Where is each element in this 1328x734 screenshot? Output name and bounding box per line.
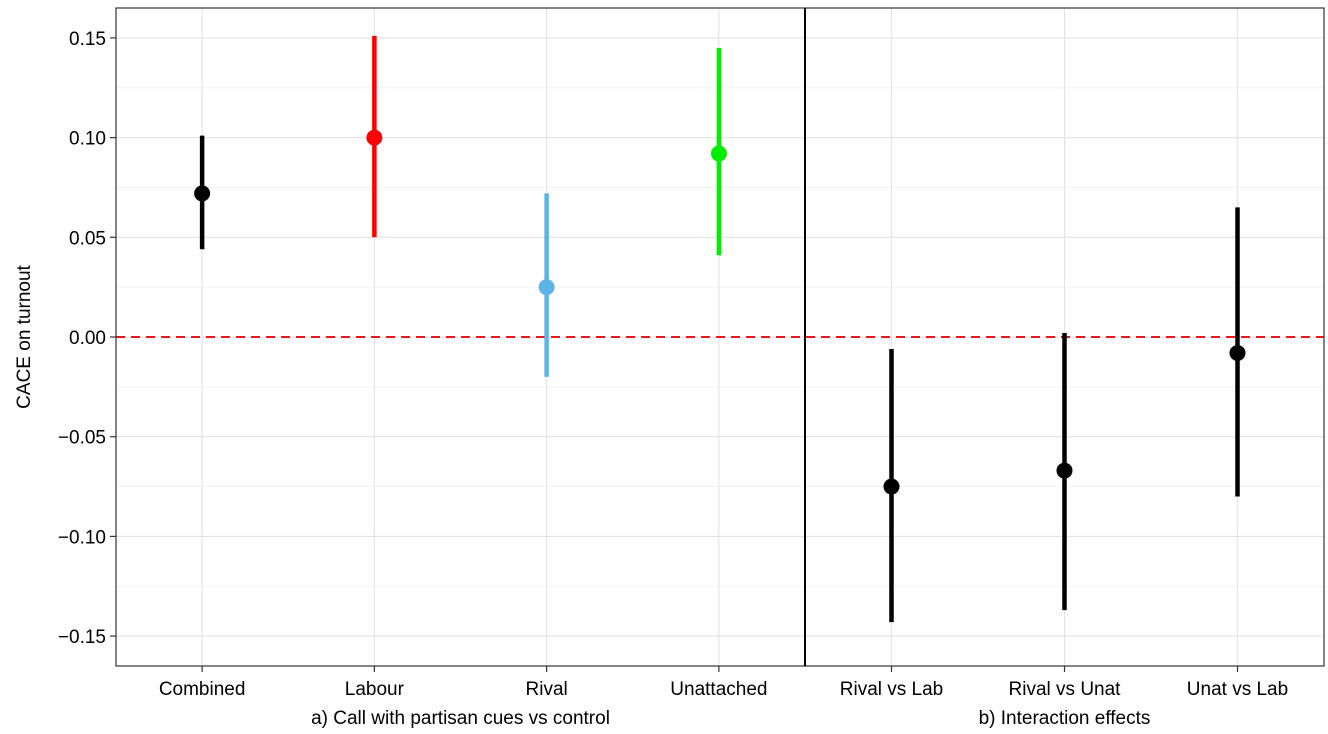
point-ranges [194,35,1246,623]
estimate-point [366,129,383,146]
axes: 0.15 0.10 0.05 0.00 −0.05 −0.10 −0.15 Combined L… [58,29,1288,729]
estimate-point [538,279,555,296]
estimate-point [194,185,211,202]
y-tick-label: 0.05 [69,228,106,249]
y-tick-label: −0.10 [58,527,106,548]
x-tick-label: Unat vs Lab [1187,679,1288,700]
estimate-point [710,145,727,162]
estimate-point [883,478,900,495]
panel-x-label: a) Call with partisan cues vs control [311,708,610,729]
x-tick-label: Labour [345,679,405,700]
y-tick-label: 0.00 [69,328,106,349]
x-tick-label: Rival vs Unat [1009,679,1122,700]
x-tick-label: Rival [526,679,568,700]
y-tick-label: 0.10 [69,129,106,150]
y-tick-label: −0.15 [58,627,106,648]
estimate-point [1056,462,1073,479]
y-tick-label: 0.15 [69,29,106,50]
panel-x-label: b) Interaction effects [979,708,1151,729]
x-tick-label: Combined [159,679,246,700]
x-tick-label: Rival vs Lab [840,679,944,700]
y-tick-label: −0.05 [58,428,106,449]
grid-lines [116,8,1324,666]
y-axis-title: CACE on turnout [14,264,35,408]
estimate-point [1229,344,1246,361]
x-tick-label: Unattached [670,679,767,700]
